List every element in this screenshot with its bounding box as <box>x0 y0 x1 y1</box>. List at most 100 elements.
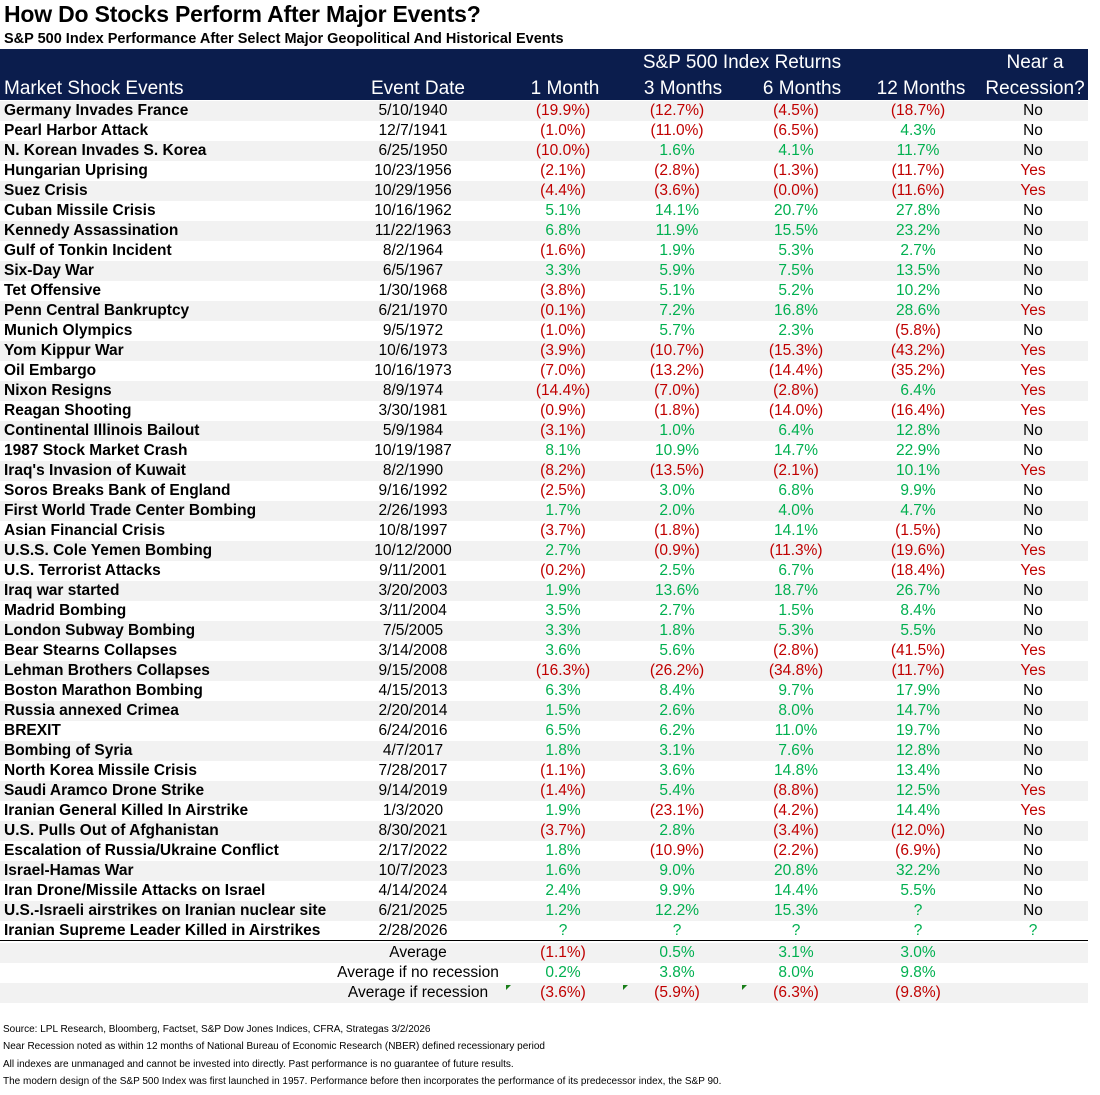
event-name: First World Trade Center Bombing <box>4 502 257 519</box>
event-name: Cuban Missile Crisis <box>4 202 156 219</box>
table-row: Kennedy Assassination 11/22/1963 6.8% 11.9%… <box>0 221 1088 241</box>
table-row: Iraq war started 3/20/2003 1.9% 13.6% 18.7% 2… <box>0 581 1088 601</box>
return-12-months: (18.4%) <box>890 562 946 579</box>
return-1-month: 1.9% <box>545 582 581 599</box>
header-3-months: 3 Months <box>643 78 723 99</box>
event-date: 2/28/2026 <box>378 922 448 939</box>
event-name: U.S. Pulls Out of Afghanistan <box>4 822 219 839</box>
event-date: 4/14/2024 <box>378 882 448 899</box>
return-12-months: (5.8%) <box>895 322 941 339</box>
near-recession: No <box>1023 262 1043 279</box>
return-6-months: (2.8%) <box>773 382 819 399</box>
return-6-months: (14.0%) <box>768 402 824 419</box>
return-12-months: 14.4% <box>896 802 940 819</box>
return-12-months: 14.7% <box>896 702 940 719</box>
event-date: 9/16/1992 <box>378 482 448 499</box>
return-1-month: 1.5% <box>545 702 581 719</box>
return-12-months: (11.7%) <box>891 162 945 179</box>
return-6-months: 14.1% <box>774 522 818 539</box>
header-1-month: 1 Month <box>530 78 600 99</box>
note-source: Source: LPL Research, Bloomberg, Factset… <box>3 1024 431 1035</box>
table-row: Iraq's Invasion of Kuwait 8/2/1990 (8.2%) (… <box>0 461 1088 481</box>
near-recession: No <box>1023 582 1043 599</box>
return-6-months: (34.8%) <box>768 662 824 679</box>
return-6-months: 18.7% <box>774 582 818 599</box>
return-6-months: ? <box>791 922 801 939</box>
return-3-months: (13.5%) <box>649 462 705 479</box>
event-name: U.S.S. Cole Yemen Bombing <box>4 542 213 559</box>
return-6-months: 9.7% <box>778 682 814 699</box>
return-6-months: (8.8%) <box>773 782 819 799</box>
near-recession: Yes <box>1020 562 1046 579</box>
return-6-months: 1.5% <box>778 602 814 619</box>
return-3-months: (10.7%) <box>649 342 705 359</box>
event-date: 10/7/2023 <box>378 862 448 879</box>
avg-3-months: 0.5% <box>659 944 695 961</box>
near-recession: No <box>1023 682 1043 699</box>
return-12-months: 6.4% <box>900 382 936 399</box>
return-6-months: (11.3%) <box>769 542 823 559</box>
near-recession: No <box>1023 142 1043 159</box>
event-date: 7/28/2017 <box>378 762 448 779</box>
return-1-month: (0.9%) <box>540 402 586 419</box>
return-1-month: (3.7%) <box>540 522 586 539</box>
event-name: Escalation of Russia/Ukraine Conflict <box>4 842 279 859</box>
return-3-months: 9.0% <box>659 862 695 879</box>
event-name: Kennedy Assassination <box>4 222 179 239</box>
return-6-months: (4.2%) <box>773 802 819 819</box>
near-recession: No <box>1023 762 1043 779</box>
return-1-month: (3.8%) <box>540 282 586 299</box>
event-date: 10/29/1956 <box>374 182 452 199</box>
return-3-months: (10.9%) <box>649 842 705 859</box>
return-12-months: 27.8% <box>896 202 940 219</box>
table-row: Iran Drone/Missile Attacks on Israel 4/14… <box>0 881 1088 901</box>
return-6-months: 7.6% <box>778 742 814 759</box>
table-body: Germany Invades France 5/10/1940 (19.9%) (1… <box>0 101 1088 941</box>
table-row: Hungarian Uprising 10/23/1956 (2.1%) (2.8%)… <box>0 161 1088 181</box>
table-row: U.S.-Israeli airstrikes on Iranian nucle… <box>0 901 1088 921</box>
event-name: Hungarian Uprising <box>4 162 148 179</box>
error-indicator-icon <box>742 985 747 990</box>
return-12-months: (11.6%) <box>891 182 945 199</box>
event-name: Asian Financial Crisis <box>4 522 166 539</box>
error-indicator-icon <box>623 985 628 990</box>
event-date: 8/30/2021 <box>378 822 448 839</box>
event-date: 6/21/2025 <box>378 902 448 919</box>
near-recession: Yes <box>1020 662 1046 679</box>
return-1-month: (2.5%) <box>540 482 586 499</box>
event-date: 12/7/1941 <box>378 122 448 139</box>
table-row: Bear Stearns Collapses 3/14/2008 3.6% 5.6% (… <box>0 641 1088 661</box>
table-row: BREXIT 6/24/2016 6.5% 6.2% 11.0% 19.7% No <box>0 721 1088 741</box>
return-3-months: (1.8%) <box>654 522 700 539</box>
return-12-months: 10.2% <box>896 282 940 299</box>
return-12-months: ? <box>913 922 923 939</box>
return-6-months: 20.7% <box>774 202 818 219</box>
table-row: First World Trade Center Bombing 2/26/199… <box>0 501 1088 521</box>
return-12-months: 12.8% <box>896 742 940 759</box>
error-indicator-icon <box>506 985 511 990</box>
return-1-month: (1.1%) <box>540 762 586 779</box>
return-1-month: (0.2%) <box>540 562 586 579</box>
return-12-months: 13.4% <box>896 762 940 779</box>
return-3-months: 2.0% <box>659 502 695 519</box>
event-name: Israel-Hamas War <box>4 862 134 879</box>
table-row: Escalation of Russia/Ukraine Conflict 2/1… <box>0 841 1088 861</box>
near-recession: ? <box>1028 922 1038 939</box>
near-recession: No <box>1023 722 1043 739</box>
table-row: Nixon Resigns 8/9/1974 (14.4%) (7.0%) (2.8%)… <box>0 381 1088 401</box>
table-row: London Subway Bombing 7/5/2005 3.3% 1.8% 5.3… <box>0 621 1088 641</box>
event-date: 10/12/2000 <box>374 542 452 559</box>
return-6-months: 8.0% <box>778 702 814 719</box>
event-date: 3/14/2008 <box>378 642 448 659</box>
return-3-months: 5.9% <box>659 262 695 279</box>
near-recession: Yes <box>1020 462 1046 479</box>
event-name: Lehman Brothers Collapses <box>4 662 210 679</box>
event-date: 1/30/1968 <box>378 282 448 299</box>
return-6-months: 14.7% <box>774 442 818 459</box>
near-recession: No <box>1023 282 1043 299</box>
return-3-months: 5.1% <box>659 282 695 299</box>
table-row: Gulf of Tonkin Incident 8/2/1964 (1.6%) 1.9… <box>0 241 1088 261</box>
return-1-month: (1.0%) <box>540 322 586 339</box>
near-recession: Yes <box>1020 642 1046 659</box>
near-recession: No <box>1023 102 1043 119</box>
